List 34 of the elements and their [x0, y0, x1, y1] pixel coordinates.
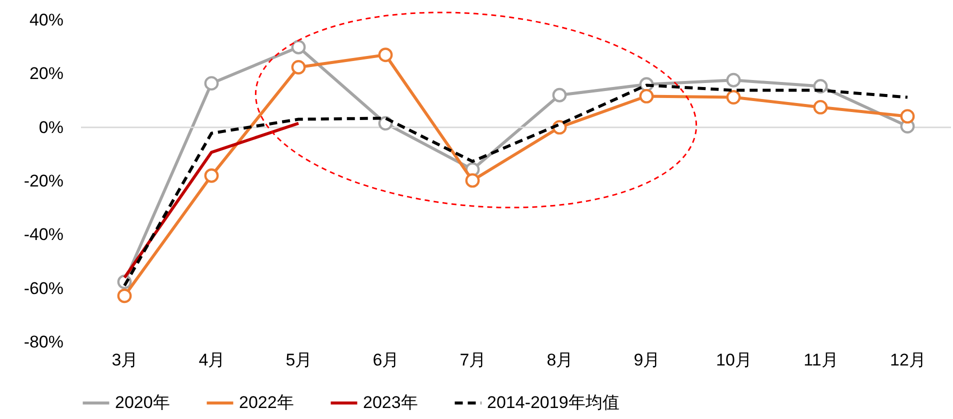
point: [117, 288, 132, 304]
y-tick-label: -60%: [24, 278, 64, 298]
x-tick-label: 10月: [716, 350, 752, 370]
point: [378, 48, 393, 62]
point: [552, 88, 567, 102]
x-tick-label: 9月: [634, 350, 660, 370]
point: [291, 40, 306, 54]
y-tick-label: -40%: [24, 225, 64, 244]
x-tick-label: 12月: [890, 350, 926, 370]
point: [639, 88, 654, 104]
x-tick-label: 7月: [460, 350, 486, 370]
legend-label: 2014-2019年均值: [487, 393, 620, 412]
y-tick-label: 0%: [38, 118, 64, 137]
x-tick-label: 8月: [546, 350, 574, 370]
y-tick-label: 40%: [29, 10, 64, 30]
point: [291, 60, 306, 74]
x-tick-label: 5月: [286, 350, 312, 370]
point: [204, 76, 219, 91]
point: [726, 90, 741, 104]
legend-label: 2022年: [239, 393, 294, 412]
x-tick-label: 11月: [804, 350, 838, 370]
point: [465, 173, 480, 188]
x-tick-label: 3月: [112, 350, 138, 370]
legend-label: 2023年: [363, 393, 418, 412]
point: [726, 72, 741, 88]
y-tick-label: 20%: [29, 64, 64, 84]
point: [204, 168, 219, 183]
point: [900, 109, 915, 124]
x-tick-label: 4月: [198, 350, 226, 370]
y-tick-label: -20%: [24, 172, 64, 190]
legend-label: 2020年: [115, 393, 170, 412]
y-tick-label: -80%: [24, 332, 64, 352]
x-tick-label: 6月: [372, 350, 400, 370]
point: [813, 100, 828, 114]
